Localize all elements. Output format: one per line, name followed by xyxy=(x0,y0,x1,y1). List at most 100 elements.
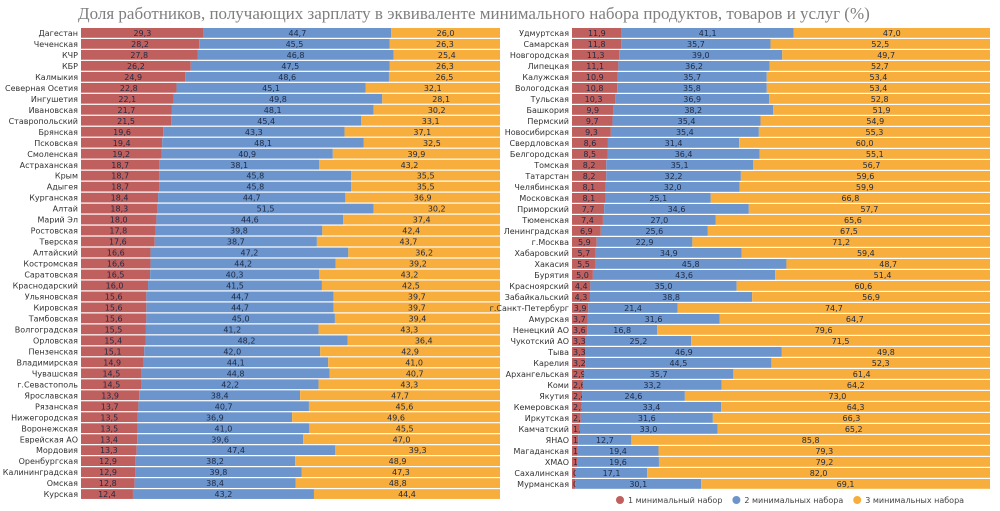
data-label: 40,3 xyxy=(226,271,244,280)
data-label: 53,4 xyxy=(869,73,887,82)
bar-segment-1 xyxy=(572,182,606,192)
data-label: 4,4 xyxy=(575,282,588,291)
data-label: 17,1 xyxy=(603,469,621,478)
bar-segment-2 xyxy=(185,71,389,82)
data-label: 38,2 xyxy=(684,106,702,115)
bar-segment-3 xyxy=(328,357,500,368)
bar-segment-1 xyxy=(572,248,596,258)
data-label: 43,3 xyxy=(245,128,263,137)
data-label: 44,4 xyxy=(398,490,416,499)
data-label: 61,4 xyxy=(853,370,871,379)
bar-segment-3 xyxy=(309,423,500,434)
data-label: 25,4 xyxy=(438,51,456,60)
bar-segment-1 xyxy=(81,148,162,159)
category-label: Забайкальский xyxy=(505,293,569,302)
category-label: Тыва xyxy=(547,348,569,357)
data-label: 43,2 xyxy=(401,161,419,170)
data-label: 39,7 xyxy=(408,293,426,302)
category-label: Курская xyxy=(44,490,79,499)
data-label: 48,8 xyxy=(389,479,407,488)
data-label: 39,6 xyxy=(211,435,229,444)
bar-segment-1 xyxy=(572,325,588,335)
data-label: 35,7 xyxy=(683,73,701,82)
bar-segment-3 xyxy=(344,126,500,137)
bar-segment-1 xyxy=(81,236,155,247)
bar-segment-1 xyxy=(572,413,581,423)
bar-segment-2 xyxy=(135,467,302,477)
category-label: Свердловская xyxy=(510,139,570,148)
bar-segment-1 xyxy=(81,247,151,258)
bar-segment-2 xyxy=(617,83,767,93)
data-label: 37,1 xyxy=(413,128,431,137)
bar-segment-3 xyxy=(775,270,990,280)
data-label: 43,7 xyxy=(400,238,418,247)
data-label: 38,8 xyxy=(662,293,680,302)
data-label: 41,0 xyxy=(215,424,233,433)
bar-segment-1 xyxy=(572,347,586,357)
data-label: 39,2 xyxy=(409,260,427,269)
data-label: 42,0 xyxy=(223,347,241,356)
data-label: 13,5 xyxy=(100,424,118,433)
bar-segment-2 xyxy=(579,424,718,434)
bar-segment-3 xyxy=(318,379,500,390)
bar-segment-3 xyxy=(770,39,990,49)
bar-segment-2 xyxy=(621,28,794,38)
bar-segment-1 xyxy=(572,303,589,313)
bar-segment-3 xyxy=(684,391,990,401)
category-label: Орловская xyxy=(33,336,78,345)
bar-segment-1 xyxy=(572,149,608,159)
bar-segment-1 xyxy=(81,49,198,60)
data-label: 16,8 xyxy=(613,326,631,335)
bar-segment-1 xyxy=(81,170,160,181)
data-label: 8,2 xyxy=(583,161,596,170)
data-label: 44,6 xyxy=(241,216,259,225)
bar-segment-2 xyxy=(618,61,770,71)
bar-segment-2 xyxy=(575,479,702,489)
data-label: 14,5 xyxy=(102,380,120,389)
data-label: 45,6 xyxy=(396,402,414,411)
bar-segment-1 xyxy=(81,115,172,126)
bar-segment-2 xyxy=(607,138,740,148)
category-label: Саратовская xyxy=(24,271,78,280)
data-label: 59,9 xyxy=(856,183,874,192)
bar-segment-3 xyxy=(773,105,990,115)
bar-segment-3 xyxy=(389,60,500,71)
bar-segment-1 xyxy=(572,105,614,115)
data-label: 47,3 xyxy=(392,468,410,477)
bar-segment-1 xyxy=(81,478,135,488)
category-label: Ставропольский xyxy=(9,117,78,126)
category-label: Ивановская xyxy=(29,106,79,115)
bar-segment-3 xyxy=(343,214,500,225)
data-label: 45,5 xyxy=(396,424,414,433)
bar-segment-3 xyxy=(389,38,500,49)
bar-segment-1 xyxy=(572,281,591,291)
data-label: 5,7 xyxy=(578,249,591,258)
category-label: Ненецкий АО xyxy=(513,326,569,335)
data-label: 42,4 xyxy=(402,227,420,236)
data-label: 43,6 xyxy=(675,271,693,280)
bar-segment-3 xyxy=(301,467,500,477)
data-label: 18,7 xyxy=(111,161,129,170)
data-label: 47,5 xyxy=(281,62,299,71)
data-label: 7,4 xyxy=(581,216,594,225)
category-label: Астраханская xyxy=(20,161,79,170)
data-label: 39,9 xyxy=(408,150,426,159)
category-label: Тульская xyxy=(530,95,570,104)
bar-segment-3 xyxy=(782,50,990,60)
category-label: Владимирская xyxy=(17,358,79,367)
data-label: 12,7 xyxy=(596,436,614,445)
data-label: 2,6 xyxy=(573,381,586,390)
data-label: 42,9 xyxy=(401,347,419,356)
data-label: 5,5 xyxy=(577,260,590,269)
data-label: 36,4 xyxy=(675,150,693,159)
category-label: Еврейская АО xyxy=(20,435,78,444)
bar-segment-1 xyxy=(572,435,579,445)
category-label: Самарская xyxy=(524,40,570,49)
data-label: 32,5 xyxy=(423,139,441,148)
bar-segment-2 xyxy=(159,181,352,192)
category-label: Северная Осетия xyxy=(5,84,78,93)
bar-segment-1 xyxy=(572,50,620,60)
bar-segment-3 xyxy=(382,93,500,104)
bar-segment-2 xyxy=(577,457,659,467)
data-label: 74,7 xyxy=(825,304,843,313)
